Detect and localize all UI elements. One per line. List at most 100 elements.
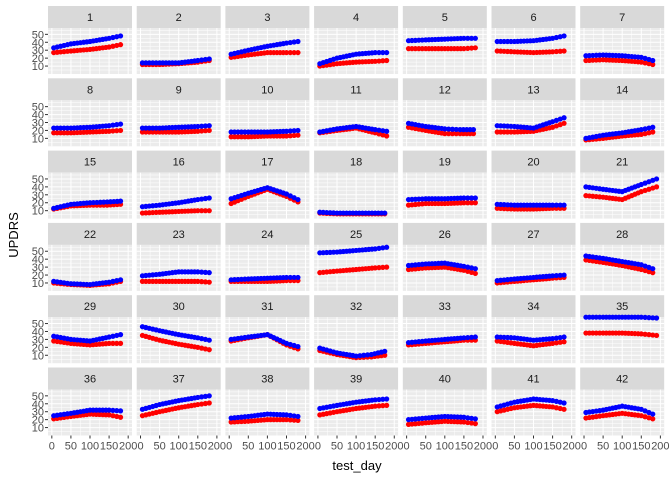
motor-point	[206, 279, 212, 285]
x-tick-label: 50	[153, 441, 165, 453]
facet-strip	[402, 6, 487, 28]
x-axis: 0 50 100 150 200 0 50 100 150 200 0 50 100 150 200 0 50 1…	[49, 435, 670, 453]
total-point	[561, 400, 567, 406]
x-tick-label: 0	[315, 441, 321, 453]
motor-point	[106, 128, 112, 134]
total-point	[202, 56, 209, 63]
motor-point	[472, 45, 478, 51]
x-tick-label: 150	[455, 441, 473, 453]
motor-point	[382, 352, 388, 358]
motor-point	[472, 200, 478, 206]
facet-strip-label: 27	[527, 229, 539, 241]
x-tick-label: 50	[420, 441, 432, 453]
total-point	[195, 123, 201, 130]
facet-strip-label: 38	[261, 374, 273, 386]
motor-point	[195, 208, 201, 214]
motor-point	[384, 133, 390, 139]
y-tick-label: 20	[32, 125, 44, 137]
x-tick-label: 50	[65, 441, 77, 453]
total-point	[470, 127, 477, 133]
motor-point	[110, 128, 116, 134]
motor-point	[295, 417, 301, 424]
facet-strip-label: 21	[616, 157, 628, 169]
total-point	[442, 126, 448, 132]
total-point	[638, 314, 644, 320]
motor-point	[291, 132, 297, 139]
y-tick-label: 20	[32, 198, 44, 210]
motor-point	[453, 131, 459, 137]
total-point	[384, 396, 390, 402]
x-tick-label: 100	[170, 441, 188, 453]
facet-panel-9: 9	[136, 78, 221, 147]
facet-strip	[314, 78, 399, 101]
facet-panel-4: 4	[314, 6, 399, 74]
total-point	[195, 57, 201, 64]
total-point	[650, 266, 656, 272]
total-point	[364, 352, 371, 358]
facet-strip	[225, 6, 310, 28]
facet-strip-label: 37	[173, 374, 185, 386]
x-tick-label: 100	[347, 441, 365, 453]
motor-point	[468, 200, 475, 206]
x-tick-label: 150	[189, 441, 207, 453]
facet-strip-label: 23	[173, 229, 185, 241]
facet-strip-label: 7	[619, 12, 625, 24]
facet-strip	[48, 367, 132, 390]
facet-strip-label: 15	[84, 157, 96, 169]
facet-panel-10: 10	[225, 78, 310, 147]
total-point	[287, 39, 293, 46]
total-point	[646, 315, 652, 321]
facet-strip	[491, 367, 576, 390]
total-point	[117, 33, 124, 39]
facet-strip	[225, 78, 310, 101]
total-point	[117, 121, 124, 127]
y-tick-label: 20	[32, 270, 44, 282]
motor-point	[650, 270, 656, 276]
facet-panel-5: 5	[402, 6, 487, 74]
y-tick-label: 50	[32, 246, 44, 258]
facet-strip	[491, 295, 576, 318]
facet-strip	[491, 150, 576, 173]
motor-point	[461, 46, 467, 52]
motor-point	[206, 347, 212, 353]
total-point	[376, 49, 382, 56]
facet-strip	[491, 6, 576, 28]
facet-strip-label: 28	[616, 229, 628, 241]
facet-strip	[402, 222, 487, 245]
y-tick-label: 20	[32, 53, 44, 65]
facet-strip	[314, 6, 399, 28]
motor-point	[376, 403, 382, 409]
motor-point	[114, 128, 120, 134]
facet-panel-25: 25	[314, 222, 399, 291]
y-tick-label: 30	[32, 407, 44, 419]
total-point	[372, 397, 378, 403]
total-point	[468, 415, 475, 421]
motor-point	[287, 49, 293, 56]
total-point	[291, 274, 297, 281]
motor-point	[472, 270, 478, 277]
facet-strip	[225, 367, 310, 390]
y-tick-label: 50	[32, 391, 44, 403]
total-point	[110, 122, 116, 128]
total-point	[461, 414, 467, 420]
facet-strip-label: 18	[350, 157, 362, 169]
total-point	[295, 274, 301, 281]
total-point	[114, 408, 120, 414]
total-point	[468, 334, 475, 340]
motor-point	[117, 414, 124, 420]
total-point	[199, 196, 205, 202]
facet-strip	[580, 295, 665, 318]
total-point	[295, 413, 301, 420]
total-point	[117, 332, 124, 338]
motor-point	[472, 421, 478, 427]
facet-panel-42: 42	[580, 367, 665, 436]
facet-panel-19: 19	[402, 150, 487, 219]
y-tick-label: 10	[32, 61, 44, 73]
total-point	[117, 408, 124, 414]
facet-strip-label: 1	[87, 12, 93, 24]
facet-panel-38: 38	[225, 367, 310, 436]
facet-strip	[48, 78, 132, 101]
motor-point	[461, 200, 467, 206]
